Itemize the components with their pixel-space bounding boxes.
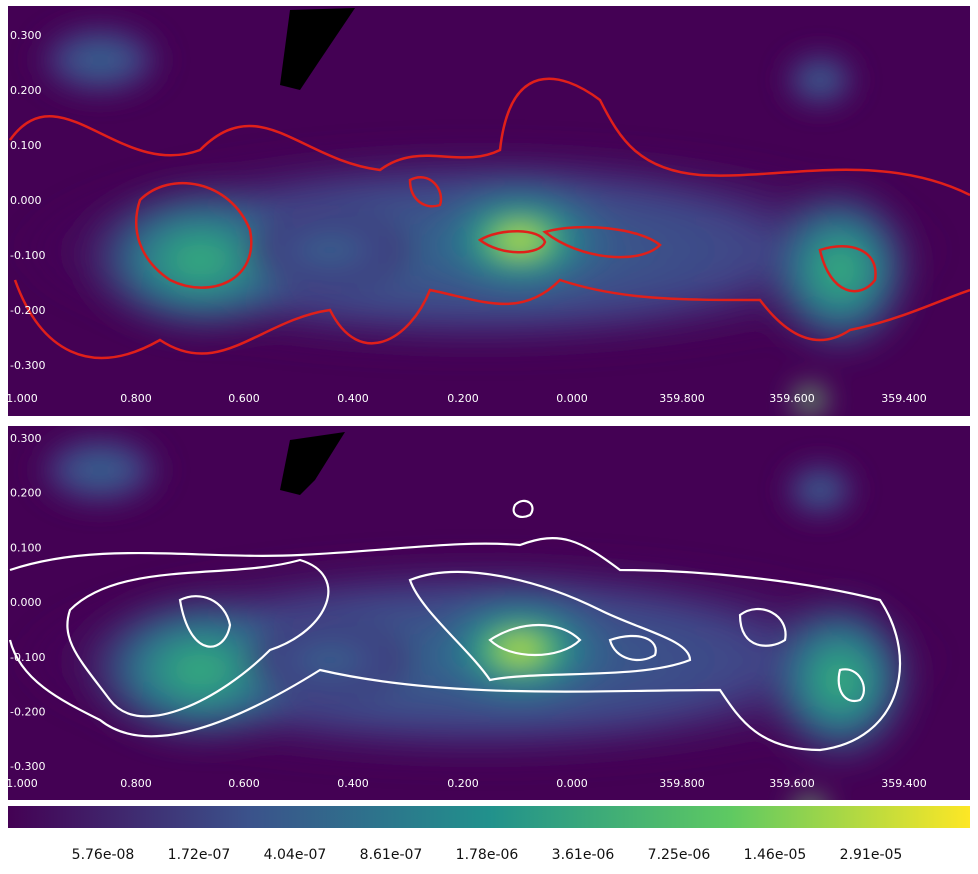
colorbar-label: 1.78e-06 [456, 847, 519, 863]
x-tick-label: 359.400 [881, 392, 927, 405]
x-tick-label: 1.000 [6, 777, 38, 790]
colorbar-label: 1.72e-07 [168, 847, 231, 863]
x-tick-label: 0.600 [228, 392, 260, 405]
y-tick-label: 0.300 [10, 432, 42, 445]
colorbar-label: 3.61e-06 [552, 847, 615, 863]
x-tick-label: 359.400 [881, 777, 927, 790]
x-tick-label: 0.400 [337, 777, 369, 790]
y-tick-label: 0.200 [10, 84, 42, 97]
x-tick-label: 0.200 [447, 392, 479, 405]
x-tick-label: 1.000 [6, 392, 38, 405]
y-tick-label: 0.100 [10, 139, 42, 152]
y-tick-label: -0.100 [10, 651, 45, 664]
x-tick-label: 0.000 [556, 392, 588, 405]
bottom-map [8, 426, 970, 800]
colorbar-label: 1.46e-05 [744, 847, 807, 863]
y-tick-label: -0.200 [10, 304, 45, 317]
x-tick-label: 359.600 [769, 392, 815, 405]
colorbar [8, 806, 970, 828]
y-tick-label: 0.000 [10, 596, 42, 609]
y-tick-label: -0.300 [10, 760, 45, 773]
x-tick-label: 359.600 [769, 777, 815, 790]
y-tick-label: -0.100 [10, 249, 45, 262]
x-tick-label: 359.800 [659, 392, 705, 405]
y-tick-label: 0.200 [10, 487, 42, 500]
top-map [8, 6, 970, 416]
x-tick-label: 0.000 [556, 777, 588, 790]
colorbar-label: 4.04e-07 [264, 847, 327, 863]
x-tick-label: 0.800 [120, 777, 152, 790]
colorbar-label: 7.25e-06 [648, 847, 711, 863]
x-tick-label: 0.800 [120, 392, 152, 405]
colorbar-label: 2.91e-05 [840, 847, 903, 863]
y-tick-label: 0.100 [10, 541, 42, 554]
x-tick-label: 0.600 [228, 777, 260, 790]
colorbar-label: 5.76e-08 [72, 847, 135, 863]
y-tick-label: 0.000 [10, 194, 42, 207]
y-tick-label: -0.200 [10, 706, 45, 719]
x-tick-label: 0.200 [447, 777, 479, 790]
x-tick-label: 359.800 [659, 777, 705, 790]
x-tick-label: 0.400 [337, 392, 369, 405]
colorbar-label: 8.61e-07 [360, 847, 423, 863]
y-tick-label: -0.300 [10, 359, 45, 372]
y-tick-label: 0.300 [10, 29, 42, 42]
